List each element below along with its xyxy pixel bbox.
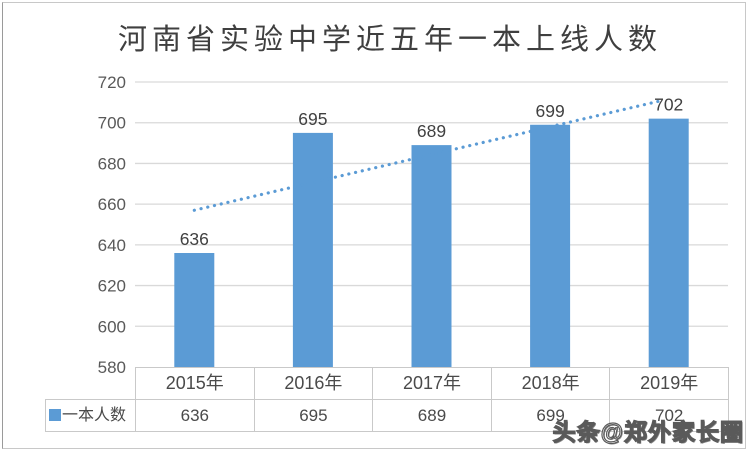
y-axis-tick-label: 660: [98, 195, 126, 214]
y-axis-tick-label: 600: [98, 317, 126, 336]
y-axis-tick-label: 620: [98, 277, 126, 296]
y-axis-tick-label: 720: [98, 73, 126, 92]
data-label: 702: [654, 95, 683, 115]
y-axis-tick-label: 680: [98, 154, 126, 173]
bar: [292, 132, 333, 367]
data-label: 636: [180, 229, 209, 249]
bar: [174, 253, 215, 367]
data-label: 695: [298, 109, 327, 129]
bar: [411, 145, 452, 367]
watermark: 头条@郑外家长圈: [552, 418, 744, 445]
trendline: [192, 98, 665, 212]
data-label: 689: [417, 121, 446, 141]
bar: [648, 118, 689, 368]
data-label: 699: [535, 101, 564, 121]
y-axis-tick-label: 700: [98, 114, 126, 133]
bar: [530, 124, 571, 367]
y-axis-tick-label: 640: [98, 236, 126, 255]
chart-title: 河南省实验中学近五年一本上线人数: [117, 22, 663, 56]
y-axis-tick-label: 580: [98, 358, 126, 377]
